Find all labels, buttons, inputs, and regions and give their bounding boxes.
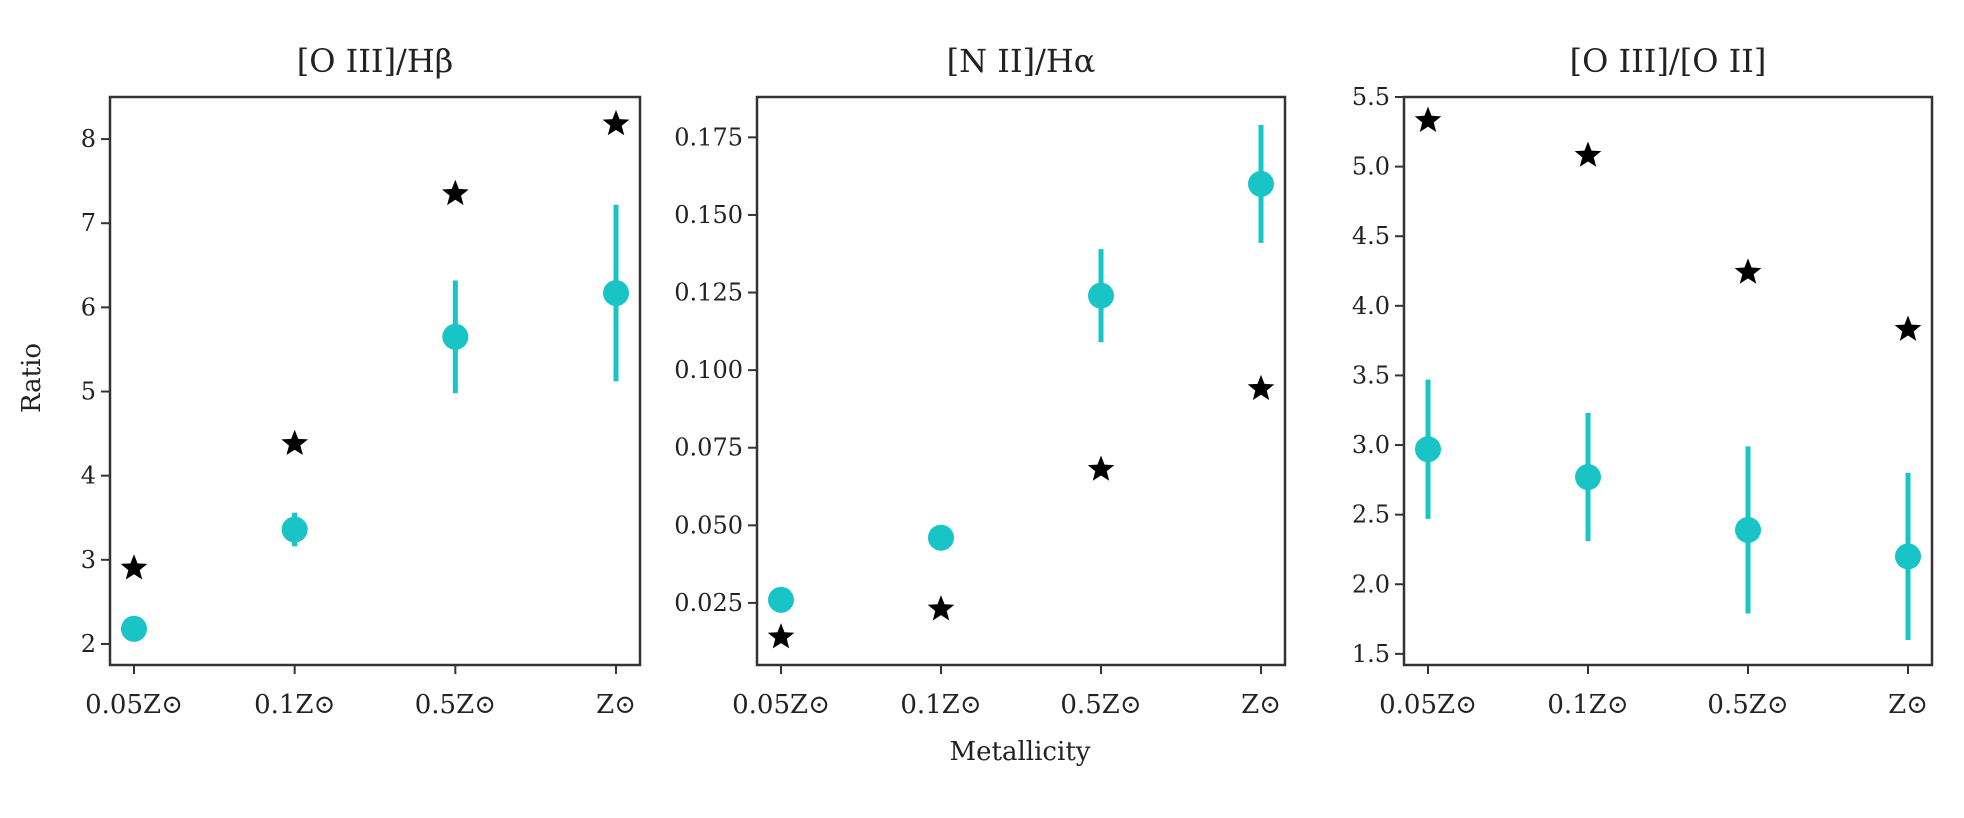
y-tick-label: 0.150 [674, 201, 743, 229]
observed-star-point [927, 595, 955, 621]
model-point [1248, 170, 1274, 197]
y-tick-label: 8 [81, 125, 96, 153]
plot-frame [755, 95, 1287, 667]
y-tick-label: 3.5 [1352, 361, 1390, 389]
x-tick-label: 0.05Z⊙ [85, 690, 183, 720]
x-tick-label: 0.5Z⊙ [1060, 690, 1141, 720]
x-tick-label: 0.1Z⊙ [254, 690, 335, 720]
y-tick-label: 3 [81, 546, 96, 574]
y-tick-label: 5.5 [1352, 83, 1390, 111]
y-tick-label: 2 [81, 630, 96, 658]
y-tick-label: 4.5 [1352, 222, 1390, 250]
model-point [1575, 464, 1601, 491]
y-tick-label: 0.125 [674, 279, 743, 307]
observed-star-point [1574, 141, 1602, 167]
model-point [603, 280, 629, 307]
y-tick-label: 0.050 [674, 511, 743, 539]
x-tick-label: 0.5Z⊙ [415, 690, 496, 720]
model-point [121, 615, 147, 642]
panel-2: [N II]/Hα 0.025 0.050 0.075 0.100 0.125 0.150 0… [674, 42, 1287, 720]
y-tick-label: 0.100 [674, 356, 743, 384]
observed-star-point [1247, 374, 1275, 401]
observed-star-point [602, 109, 630, 136]
panel-title: [O III]/[O II] [1570, 42, 1767, 80]
model-point [1088, 282, 1114, 309]
x-tick-label: 0.1Z⊙ [900, 690, 981, 720]
x-tick-label: 0.5Z⊙ [1707, 690, 1788, 720]
model-point [768, 586, 794, 613]
y-tick-label: 5 [81, 378, 96, 406]
y-tick-label: 7 [81, 209, 96, 237]
observed-star-point [1894, 315, 1922, 341]
observed-star-point [442, 179, 469, 206]
observed-star-point [281, 429, 308, 456]
y-tick-label: 4.0 [1352, 292, 1390, 320]
observed-star-point [1734, 258, 1762, 284]
x-tick-label: 0.1Z⊙ [1547, 690, 1628, 720]
y-tick-label: 2.0 [1352, 570, 1390, 598]
y-tick-label: 1.5 [1352, 640, 1390, 668]
y-tick-label: 0.025 [674, 589, 743, 617]
y-tick-label: 2.5 [1352, 501, 1390, 529]
y-tick-label: 0.075 [674, 434, 743, 462]
x-tick-label: 0.05Z⊙ [1379, 690, 1477, 720]
panel-title: [N II]/Hα [947, 42, 1096, 80]
y-tick-label: 0.175 [674, 123, 743, 151]
model-point [928, 524, 954, 551]
observed-star-point [1414, 106, 1442, 132]
x-tick-label: Z⊙ [596, 690, 636, 720]
panel-1: [O III]/Hβ 2 3 4 5 6 7 8 0.05Z⊙ 0.1Z⊙ 0.5Z⊙ Z⊙ [81, 42, 642, 720]
model-point [281, 516, 308, 543]
panel-3: [O III]/[O II] 1.5 2.0 2.5 3.0 3.5 4.0 4.5 5.0 5.… [1352, 42, 1934, 720]
observed-star-point [120, 554, 148, 580]
x-tick-label: 0.05Z⊙ [732, 690, 830, 720]
y-tick-label: 6 [81, 293, 96, 321]
x-axis-label: Metallicity [950, 737, 1091, 767]
x-tick-label: Z⊙ [1241, 690, 1281, 720]
y-axis-label: Ratio [17, 343, 47, 413]
model-point [1415, 436, 1441, 463]
panel-title: [O III]/Hβ [297, 42, 453, 80]
x-tick-label: Z⊙ [1888, 690, 1928, 720]
y-tick-label: 4 [81, 462, 96, 490]
plot-frame [1402, 95, 1934, 667]
y-tick-label: 5.0 [1352, 153, 1390, 181]
model-point [1735, 516, 1761, 543]
observed-star-point [767, 623, 795, 649]
observed-star-point [1087, 455, 1115, 481]
y-tick-label: 3.0 [1352, 431, 1390, 459]
plot-frame [108, 95, 642, 667]
model-point [442, 323, 469, 350]
model-point [1895, 543, 1921, 570]
